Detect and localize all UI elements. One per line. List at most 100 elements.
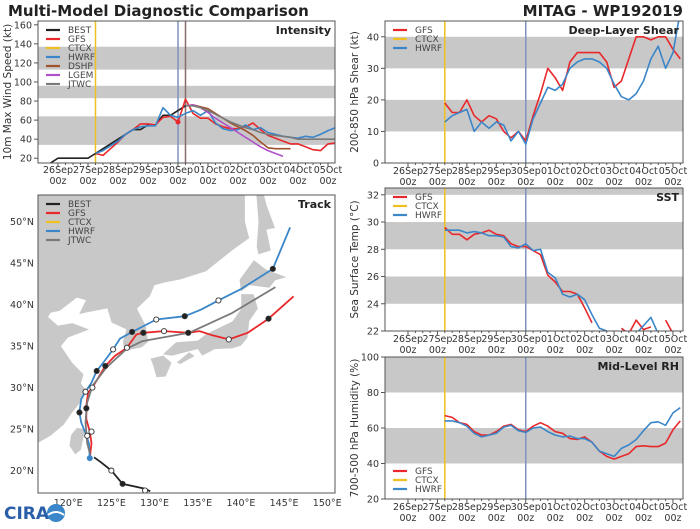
x-tick-hour: 00z: [635, 177, 652, 188]
x-tick-date: 01Oct: [541, 502, 570, 513]
y-tick-label: 60: [20, 116, 32, 127]
x-tick-hour: 00z: [399, 513, 416, 524]
x-tick-date: 04Oct: [629, 334, 658, 345]
y-axis-label: 10m Max Wind Speed (kt): [2, 24, 14, 160]
x-tick-hour: 00z: [319, 176, 336, 187]
track-marker-open: [225, 336, 232, 343]
series-line-gfs: [444, 226, 593, 324]
x-tick-hour: 00z: [429, 513, 446, 524]
x-tick-hour: 00z: [547, 177, 564, 188]
legend-label-hwrf: HWRF: [68, 53, 95, 63]
y-tick-label: 80: [367, 388, 379, 399]
track-marker-open: [108, 467, 115, 474]
y-tick-label: 120: [14, 58, 32, 69]
track-marker-open: [161, 328, 168, 335]
current-position-marker: [86, 455, 93, 462]
x-tick-date: 03Oct: [254, 165, 283, 176]
x-tick-date: 28Sep: [452, 502, 482, 513]
x-tick-hour: 00z: [199, 176, 216, 187]
track-marker-open: [88, 428, 95, 435]
y-tick-label: 22: [367, 327, 379, 338]
y-tick-label: 40: [367, 32, 379, 43]
x-tick-hour: 00z: [429, 345, 446, 356]
legend-label-hwrf: HWRF: [68, 227, 95, 237]
x-tick-hour: 00z: [399, 345, 416, 356]
y-tick-label: 20: [20, 154, 32, 165]
panel-title: Mid-Level RH: [597, 360, 679, 373]
x-tick-date: 28Sep: [452, 334, 482, 345]
panel-title: Deep-Layer Shear: [568, 24, 679, 37]
track-line-hwrf: [78, 227, 291, 459]
panel-title: Intensity: [276, 24, 331, 37]
plot-area: [385, 357, 683, 499]
x-tick-date: 26Sep: [393, 166, 423, 177]
track-marker-filled: [83, 405, 90, 412]
legend-label-ctcx: CTCX: [68, 44, 92, 54]
cira-logo: CIRA: [4, 504, 65, 524]
track-marker-filled: [269, 265, 276, 272]
legend-label-gfs: GFS: [68, 35, 86, 45]
x-tick-hour: 00z: [664, 345, 681, 356]
x-tick-hour: 00z: [458, 177, 475, 188]
legend-label-gfs: GFS: [415, 193, 433, 203]
legend-label-ctcx: CTCX: [68, 218, 92, 228]
lon-tick-label: 150°E: [313, 498, 342, 509]
x-tick-hour: 00z: [635, 513, 652, 524]
x-tick-date: 03Oct: [600, 334, 629, 345]
x-tick-hour: 00z: [429, 177, 446, 188]
y-tick-label: 40: [367, 459, 379, 470]
x-tick-hour: 00z: [488, 513, 505, 524]
figure-title: Multi-Model Diagnostic Comparison: [8, 2, 309, 20]
legend-label-jtwc: JTWC: [67, 236, 91, 246]
map-frame: [37, 194, 336, 494]
x-tick-date: 30Sep: [511, 334, 541, 345]
y-tick-label: 10: [367, 127, 379, 138]
series-line-gfs: [444, 35, 681, 142]
x-tick-date: 26Sep: [43, 165, 73, 176]
x-tick-date: 05Oct: [659, 502, 688, 513]
lon-tick-label: 135°E: [183, 498, 212, 509]
lat-tick-label: 20°N: [10, 466, 34, 477]
series-line-gfs: [444, 414, 681, 460]
series-line-hwrf: [444, 406, 681, 458]
panel-title: Track: [298, 198, 332, 211]
legend-label-best: BEST: [68, 26, 92, 36]
x-tick-date: 04Oct: [629, 166, 658, 177]
legend-label-dshp: DSHP: [68, 62, 93, 72]
land-shikoku: [175, 351, 196, 365]
x-tick-hour: 00z: [517, 345, 534, 356]
y-tick-label: 30: [367, 218, 379, 229]
y-tick-label: 60: [367, 424, 379, 435]
panel-intensity: 2040608010012014016026Sep00z27Sep00z28Se…: [2, 20, 343, 187]
plot-area: [385, 188, 683, 331]
y-axis-label: Sea Surface Temp (°C): [349, 200, 361, 318]
land-honshu: [161, 293, 259, 357]
x-tick-date: 27Sep: [73, 165, 103, 176]
gray-band: [385, 276, 683, 304]
series-line-best: [50, 105, 186, 163]
y-tick-label: 140: [14, 39, 32, 50]
x-tick-hour: 00z: [635, 345, 652, 356]
lon-tick-label: 130°E: [140, 498, 169, 509]
track-marker-filled: [140, 329, 147, 336]
track-marker-filled: [181, 313, 188, 320]
y-tick-label: 24: [367, 299, 379, 310]
gray-band: [385, 357, 683, 393]
y-tick-label: 20: [367, 95, 379, 106]
y-tick-label: 160: [14, 20, 32, 31]
y-tick-label: 100: [361, 353, 379, 364]
lon-tick-label: 125°E: [97, 498, 126, 509]
legend-label-gfs: GFS: [415, 467, 433, 477]
x-tick-date: 28Sep: [452, 166, 482, 177]
panel-rh: 2040608010026Sep00z27Sep00z28Sep00z29Sep…: [349, 353, 687, 525]
track-marker-open: [89, 384, 96, 391]
gfs-current-marker: [175, 119, 181, 125]
x-tick-date: 29Sep: [481, 166, 511, 177]
legend-label-gfs: GFS: [68, 209, 86, 219]
track-marker-filled: [129, 328, 136, 336]
panel-track: 120°E 125°E 130°E 135°E 140°E 145°E 150°E 20°N 2…: [10, 194, 342, 509]
